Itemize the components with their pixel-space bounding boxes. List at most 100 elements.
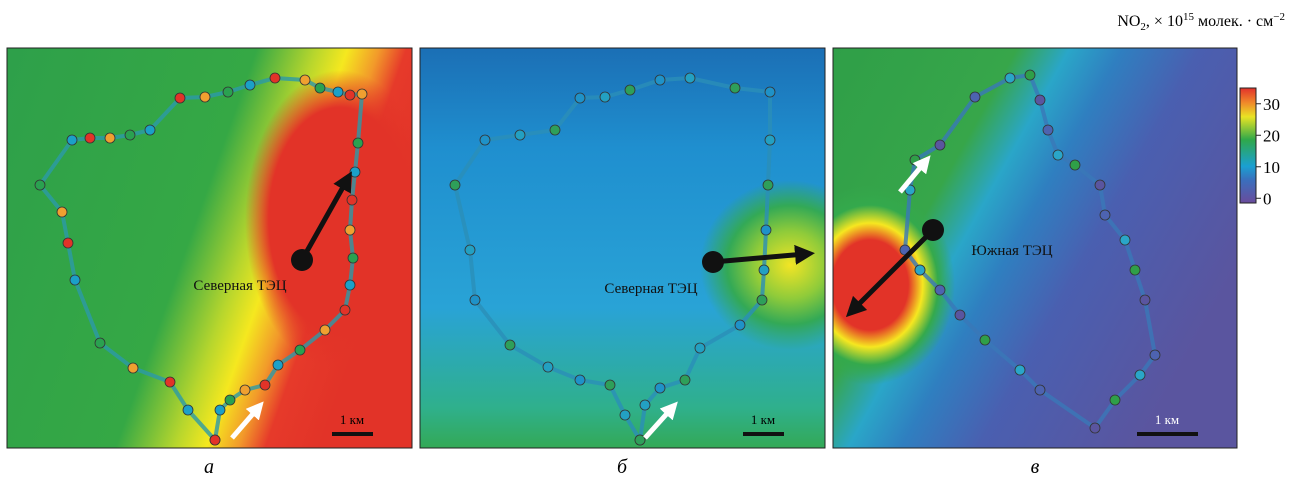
track-point bbox=[910, 155, 920, 165]
track-point bbox=[543, 362, 553, 372]
track-point bbox=[223, 87, 233, 97]
track-point bbox=[605, 380, 615, 390]
track-point bbox=[350, 167, 360, 177]
track-point bbox=[183, 405, 193, 415]
track-point bbox=[273, 360, 283, 370]
units-part: NO bbox=[1117, 13, 1140, 30]
track-point bbox=[1110, 395, 1120, 405]
panel-label: б bbox=[617, 456, 628, 478]
track-point bbox=[333, 87, 343, 97]
scale-label: 1 км bbox=[751, 412, 775, 427]
track-point bbox=[345, 280, 355, 290]
colorbar-tick-label: 0 bbox=[1263, 189, 1272, 208]
panel-b-map bbox=[420, 48, 880, 448]
track-point bbox=[340, 305, 350, 315]
panel-label: в bbox=[1031, 456, 1040, 478]
track-point bbox=[1035, 95, 1045, 105]
track-point bbox=[1005, 73, 1015, 83]
track-point bbox=[215, 405, 225, 415]
track-point bbox=[757, 295, 767, 305]
track-point bbox=[240, 385, 250, 395]
track-point bbox=[357, 89, 367, 99]
track-point bbox=[105, 133, 115, 143]
track-point bbox=[1095, 180, 1105, 190]
track-point bbox=[348, 253, 358, 263]
track-point bbox=[320, 325, 330, 335]
track-point bbox=[1140, 295, 1150, 305]
track-point bbox=[695, 343, 705, 353]
track-point bbox=[763, 180, 773, 190]
track-point bbox=[515, 130, 525, 140]
track-point bbox=[550, 125, 560, 135]
track-point bbox=[1015, 365, 1025, 375]
track-point bbox=[765, 135, 775, 145]
track-point bbox=[1070, 160, 1080, 170]
figure: Северная ТЭЦ Северная ТЭЦ Южная ТЭЦ 1 км… bbox=[0, 0, 1290, 479]
plant-label: Южная ТЭЦ bbox=[971, 243, 1052, 259]
track-point bbox=[70, 275, 80, 285]
units-part: , × 10 bbox=[1146, 13, 1183, 30]
track-point bbox=[57, 207, 67, 217]
track-point bbox=[35, 180, 45, 190]
track-point bbox=[295, 345, 305, 355]
track-point bbox=[210, 435, 220, 445]
track-point bbox=[315, 83, 325, 93]
track-point bbox=[225, 395, 235, 405]
track-point bbox=[980, 335, 990, 345]
units-part: 15 bbox=[1183, 11, 1195, 23]
track-point bbox=[85, 133, 95, 143]
track-point bbox=[128, 363, 138, 373]
track-point bbox=[175, 93, 185, 103]
track-point bbox=[655, 75, 665, 85]
track-point bbox=[620, 410, 630, 420]
track-point bbox=[353, 138, 363, 148]
track-point bbox=[67, 135, 77, 145]
track-point bbox=[260, 380, 270, 390]
track-point bbox=[145, 125, 155, 135]
track-point bbox=[685, 73, 695, 83]
track-point bbox=[345, 90, 355, 100]
track-point bbox=[730, 83, 740, 93]
track-point bbox=[1025, 70, 1035, 80]
track-point bbox=[970, 92, 980, 102]
track-point bbox=[761, 225, 771, 235]
panel-label: а bbox=[204, 456, 214, 478]
plant-label: Северная ТЭЦ bbox=[604, 281, 697, 297]
track-point bbox=[345, 225, 355, 235]
track-point bbox=[1053, 150, 1063, 160]
track-point bbox=[935, 140, 945, 150]
track-point bbox=[1035, 385, 1045, 395]
colorbar-tick-label: 20 bbox=[1263, 126, 1280, 145]
track-point bbox=[955, 310, 965, 320]
track-point bbox=[935, 285, 945, 295]
track-point bbox=[95, 338, 105, 348]
track-point bbox=[470, 295, 480, 305]
plant-label: Северная ТЭЦ bbox=[193, 278, 286, 294]
track-point bbox=[1120, 235, 1130, 245]
track-point bbox=[480, 135, 490, 145]
colorbar bbox=[1240, 88, 1256, 203]
track-point bbox=[63, 238, 73, 248]
track-point bbox=[300, 75, 310, 85]
track-point bbox=[1135, 370, 1145, 380]
colorbar-tick-label: 30 bbox=[1263, 95, 1280, 114]
track-point bbox=[765, 87, 775, 97]
track-point bbox=[915, 265, 925, 275]
track-point bbox=[245, 80, 255, 90]
track-point bbox=[655, 383, 665, 393]
scale-label: 1 км bbox=[1155, 412, 1179, 427]
track-point bbox=[600, 92, 610, 102]
track-point bbox=[680, 375, 690, 385]
track-point bbox=[125, 130, 135, 140]
track-point bbox=[1150, 350, 1160, 360]
units-part: −2 bbox=[1273, 11, 1285, 23]
track-point bbox=[575, 93, 585, 103]
track-point bbox=[1100, 210, 1110, 220]
colorbar-tick-label: 10 bbox=[1263, 158, 1280, 177]
track-point bbox=[270, 73, 280, 83]
track-point bbox=[625, 85, 635, 95]
track-point bbox=[759, 265, 769, 275]
colorbar-ticks: 0 10 20 30 bbox=[1256, 95, 1280, 209]
track-point bbox=[200, 92, 210, 102]
track-point bbox=[505, 340, 515, 350]
